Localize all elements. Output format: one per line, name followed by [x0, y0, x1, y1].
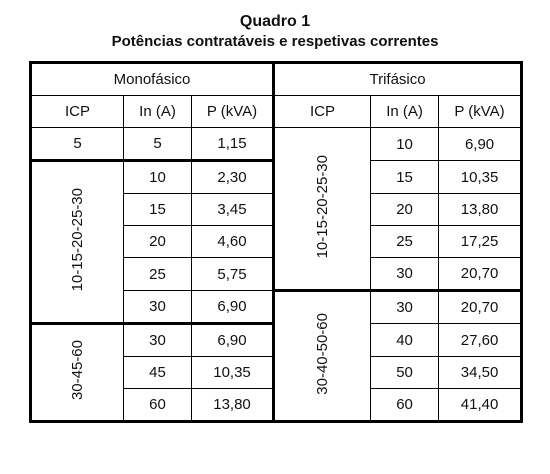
mono-icp-group: 5 [30, 127, 124, 162]
tri-p-cell: 27,60 [438, 323, 523, 357]
mono-in-cell: 30 [123, 290, 192, 325]
table-row: 5 5 1,15 10-15-20-25-30 10 6,90 [30, 127, 523, 291]
tri-icp-group-label: 10-15-20-25-30 [314, 154, 332, 259]
tri-p-cell: 10,35 [438, 160, 523, 194]
col-header-mono-p: P (kVA) [190, 95, 276, 128]
tri-in-cell: 30 [370, 257, 440, 292]
tri-in-cell: 15 [370, 160, 440, 194]
tri-p-cell: 6,90 [438, 127, 523, 161]
mono-p-cell: 1,15 [190, 127, 276, 162]
tri-p-cell: 13,80 [438, 193, 523, 226]
mono-p-cell: 3,45 [190, 193, 276, 226]
table-row: 45 10,35 50 34,50 [31, 356, 523, 389]
mono-in-cell: 25 [123, 257, 192, 291]
table-row: 25 5,75 30 20,70 [31, 257, 523, 292]
col-header-tri-icp: ICP [273, 95, 372, 128]
mono-p-cell: 4,60 [190, 225, 276, 258]
col-header-mono-icp: ICP [30, 95, 124, 128]
mono-in-cell: 15 [123, 193, 192, 226]
tri-p-cell: 17,25 [438, 225, 523, 258]
group-header-trifasico: Trifásico [273, 62, 523, 96]
mono-p-cell: 6,90 [190, 323, 276, 357]
mono-in-cell: 10 [123, 160, 192, 194]
table-caption: Quadro 1 Potências contratáveis e respet… [0, 12, 550, 52]
column-header-row: ICP In (A) P (kVA) ICP In (A) P (kVA) [30, 95, 523, 128]
col-header-mono-in: In (A) [123, 95, 192, 128]
tri-p-cell: 20,70 [438, 257, 523, 292]
tri-in-cell: 25 [370, 225, 440, 258]
mono-icp-group: 10-15-20-25-30 [30, 160, 124, 325]
tri-icp-group: 10-15-20-25-30 [273, 127, 372, 291]
group-header-row: Monofásico Trifásico [29, 62, 523, 96]
mono-icp-group-label: 10-15-20-25-30 [69, 188, 86, 292]
mono-p-cell: 13,80 [190, 388, 276, 422]
table-row: 60 13,80 60 41,40 [31, 388, 523, 422]
mono-p-cell: 10,35 [190, 356, 276, 389]
tri-p-cell: 20,70 [438, 290, 523, 324]
mono-in-cell: 45 [123, 356, 192, 389]
mono-p-cell: 5,75 [190, 257, 276, 291]
mono-in-cell: 30 [123, 323, 192, 357]
tri-in-cell: 50 [370, 356, 440, 389]
mono-icp-group-label: 30-45-60 [69, 340, 86, 401]
mono-p-cell: 2,30 [190, 160, 276, 194]
mono-in-cell: 60 [123, 388, 192, 422]
tri-in-cell: 30 [370, 290, 440, 324]
tri-in-cell: 20 [370, 193, 440, 226]
tri-icp-group-label: 30-40-50-60 [314, 313, 332, 395]
mono-icp-group: 30-45-60 [30, 323, 124, 422]
table-row: 30 6,90 30-40-50-60 30 20,70 [31, 289, 523, 422]
table-subtitle: Potências contratáveis e respetivas corr… [111, 33, 439, 50]
tri-p-cell: 34,50 [438, 356, 523, 389]
mono-in-cell: 20 [123, 225, 192, 258]
table-row: 15 3,45 20 13,80 [31, 193, 523, 226]
table-row: 20 4,60 25 17,25 [31, 225, 523, 258]
tri-in-cell: 40 [370, 323, 440, 357]
tri-p-cell: 41,40 [438, 388, 523, 422]
power-currents-table: Monofásico Trifásico ICP In (A) P (kVA) … [29, 61, 524, 423]
mono-in-cell: 5 [123, 127, 192, 162]
group-header-monofasico: Monofásico [29, 62, 276, 96]
col-header-tri-p: P (kVA) [438, 95, 523, 128]
mono-p-cell: 6,90 [190, 290, 276, 325]
tri-in-cell: 10 [370, 127, 440, 161]
tri-in-cell: 60 [370, 388, 440, 422]
table-title: Quadro 1 [239, 13, 311, 30]
tri-icp-group: 30-40-50-60 [273, 289, 372, 422]
col-header-tri-in: In (A) [370, 95, 440, 128]
table-row: 30-45-60 30 6,90 40 27,60 [30, 323, 523, 422]
